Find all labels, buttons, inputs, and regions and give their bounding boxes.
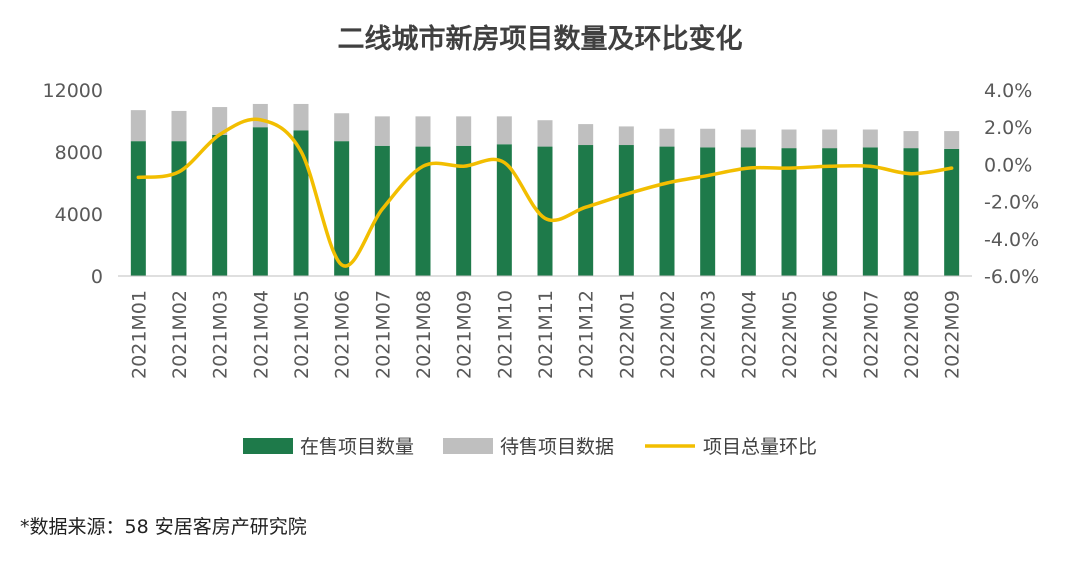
bar-pending xyxy=(700,128,716,148)
x-tick-label: 2021M08 xyxy=(413,290,435,379)
bar-on-sale xyxy=(252,127,268,276)
bar-on-sale xyxy=(700,147,716,276)
bar-on-sale xyxy=(618,145,634,276)
bar-on-sale xyxy=(334,141,350,276)
bar-pending xyxy=(252,103,268,128)
bar-pending xyxy=(740,129,756,148)
x-tick-label: 2022M08 xyxy=(901,290,923,379)
x-tick-label: 2022M07 xyxy=(860,290,882,379)
chart-title: 二线城市新房项目数量及环比变化 xyxy=(338,23,743,55)
mom-line-series xyxy=(136,117,954,268)
bar-pending xyxy=(374,116,390,146)
bar-on-sale xyxy=(293,130,309,276)
bar-on-sale xyxy=(944,148,960,276)
bar-on-sale xyxy=(822,148,838,276)
bar-pending xyxy=(130,110,146,142)
x-tick-label: 2021M09 xyxy=(454,290,476,379)
x-tick-label: 2021M07 xyxy=(372,290,394,379)
right-tick-label: -4.0% xyxy=(984,229,1039,251)
bar-pending xyxy=(334,113,350,142)
left-y-axis: 0 4000 8000 12000 xyxy=(43,80,103,288)
x-tick-label: 2022M02 xyxy=(657,290,679,379)
x-tick-label: 2022M06 xyxy=(820,290,842,379)
legend-label-pending: 待售项目数据 xyxy=(500,436,614,458)
right-tick-label: -6.0% xyxy=(984,266,1039,288)
x-tick-label: 2022M03 xyxy=(698,290,720,379)
x-tick-label: 2021M01 xyxy=(128,290,150,379)
x-tick-label: 2022M05 xyxy=(779,290,801,379)
right-tick-label: 4.0% xyxy=(984,80,1032,102)
legend-label-on-sale: 在售项目数量 xyxy=(300,436,414,458)
x-axis-labels: 2021M01 2021M02 2021M03 2021M04 2021M05 2021M… xyxy=(128,290,963,379)
x-tick-label: 2021M05 xyxy=(291,290,313,379)
left-tick-label: 4000 xyxy=(55,204,103,226)
left-tick-label: 8000 xyxy=(55,142,103,164)
bar-pending xyxy=(212,107,228,135)
bar-on-sale xyxy=(537,146,553,276)
bar-pending xyxy=(659,128,675,147)
x-tick-label: 2022M09 xyxy=(942,290,964,379)
x-tick-label: 2022M01 xyxy=(616,290,638,379)
bar-pending xyxy=(781,129,797,149)
right-y-axis: -6.0% -4.0% -2.0% 0.0% 2.0% 4.0% xyxy=(984,80,1039,288)
bar-pending xyxy=(293,103,309,131)
bar-on-sale xyxy=(781,148,797,276)
bar-pending xyxy=(496,116,512,145)
bar-pending xyxy=(578,124,594,146)
right-tick-label: -2.0% xyxy=(984,192,1039,214)
bar-on-sale xyxy=(171,141,187,276)
x-tick-label: 2021M02 xyxy=(169,290,191,379)
x-tick-label: 2022M04 xyxy=(738,290,760,379)
legend-swatch-on-sale xyxy=(243,438,293,454)
left-tick-label: 12000 xyxy=(43,80,103,102)
bar-on-sale xyxy=(862,147,878,276)
source-note: *数据来源：58 安居客房产研究院 xyxy=(20,516,307,538)
x-tick-label: 2021M11 xyxy=(535,290,557,379)
bar-pending xyxy=(618,126,634,146)
bar-pending xyxy=(903,131,919,149)
bar-pending xyxy=(415,116,431,147)
x-tick-label: 2021M10 xyxy=(494,290,516,379)
right-tick-label: 0.0% xyxy=(984,154,1032,176)
bar-on-sale xyxy=(578,145,594,276)
x-tick-label: 2021M04 xyxy=(250,290,272,379)
bar-pending xyxy=(537,120,553,147)
bar-pending xyxy=(456,116,472,146)
bar-pending xyxy=(862,129,878,148)
bar-on-sale xyxy=(212,134,228,276)
bar-on-sale xyxy=(496,144,512,276)
bar-on-sale xyxy=(130,141,146,276)
bar-on-sale xyxy=(659,146,675,276)
x-tick-label: 2021M06 xyxy=(332,290,354,379)
bar-pending xyxy=(944,131,960,149)
bar-on-sale xyxy=(740,147,756,276)
x-tick-label: 2021M12 xyxy=(576,290,598,379)
legend-label-mom: 项目总量环比 xyxy=(703,436,817,458)
bar-on-sale xyxy=(456,145,472,276)
x-tick-label: 2021M03 xyxy=(210,290,232,379)
bar-pending xyxy=(822,129,838,149)
legend: 在售项目数量 待售项目数据 项目总量环比 xyxy=(243,436,817,458)
bar-on-sale xyxy=(903,148,919,276)
bar-series xyxy=(130,103,960,276)
left-tick-label: 0 xyxy=(91,266,103,288)
right-tick-label: 2.0% xyxy=(984,117,1032,139)
bar-on-sale xyxy=(415,146,431,276)
bar-pending xyxy=(171,110,187,142)
legend-swatch-pending xyxy=(443,438,493,454)
